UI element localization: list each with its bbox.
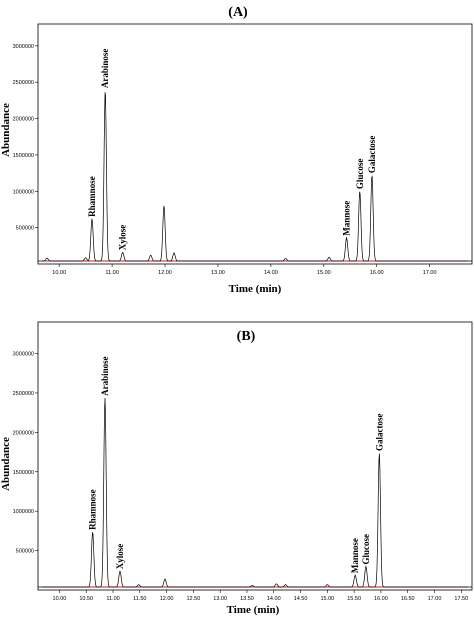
peak-label: Glucose: [361, 534, 371, 565]
chromatogram-trace: [38, 92, 472, 262]
x-tick-label: 15.00: [317, 270, 331, 276]
peak-label: Arabinose: [100, 356, 110, 396]
x-tick-label: 10.50: [79, 596, 93, 602]
y-tick-label: 1500000: [13, 470, 34, 476]
x-tick-label: 11.00: [106, 596, 119, 602]
x-tick-label: 14.00: [267, 596, 281, 602]
chromatogram-a: (A) 10.00 11.00 12.00 13.00 14.00 15.00 16.00 1…: [0, 5, 473, 295]
y-tick-label: 2500000: [13, 391, 34, 397]
axis-ticks: 10.00 11.00 12.00 13.00 14.00 15.00 16.00 17.00…: [13, 44, 437, 276]
chart-panel-b: (B) 10.00 10.50 11.00 11.50 12.00 12.50 13.00 1…: [0, 318, 474, 620]
x-tick-label: 17.00: [428, 596, 442, 602]
y-tick-label: 1500000: [13, 153, 34, 159]
panel-title: (B): [237, 329, 256, 344]
x-tick-label: 13.00: [211, 270, 225, 276]
peak-label: Xylose: [115, 544, 125, 570]
peak-label: Glucose: [355, 159, 365, 190]
x-tick-label: 16.00: [374, 596, 388, 602]
x-tick-label: 16.00: [370, 270, 384, 276]
peak-label: Galactose: [374, 414, 384, 452]
plot-frame: [37, 23, 473, 265]
panel-title: (A): [228, 5, 248, 20]
y-tick-label: 2000000: [13, 117, 34, 123]
x-tick-label: 12.00: [158, 270, 172, 276]
y-tick-label: 1000000: [13, 189, 34, 195]
peak-label: Arabinose: [100, 49, 110, 89]
chromatogram-b: (B) 10.00 10.50 11.00 11.50 12.00 12.50 13.00 1…: [0, 321, 473, 616]
x-tick-label: 10.00: [53, 596, 67, 602]
x-axis-title: Time (min): [229, 283, 282, 295]
x-tick-label: 17.00: [423, 270, 437, 276]
y-tick-label: 3000000: [13, 44, 34, 50]
peak-label: Galactose: [367, 136, 377, 174]
peak-label: Rhamnose: [87, 176, 97, 217]
x-tick-label: 15.00: [320, 596, 334, 602]
y-tick-label: 1000000: [13, 509, 34, 515]
x-tick-label: 16.50: [401, 596, 415, 602]
peak-label: Mannose: [342, 201, 352, 236]
chromatogram-trace: [38, 398, 472, 588]
x-tick-label: 10.00: [52, 270, 66, 276]
x-tick-label: 12.50: [186, 596, 200, 602]
chart-panel-a: (A) 10.00 11.00 12.00 13.00 14.00 15.00 16.00 1…: [0, 0, 474, 305]
axis-ticks: 10.00 10.50 11.00 11.50 12.00 12.50 13.00 13.50…: [13, 352, 469, 602]
peak-label: Xylose: [118, 225, 128, 251]
y-axis-title: Abundance: [0, 437, 12, 491]
x-tick-label: 13.00: [213, 596, 227, 602]
x-tick-label: 13.50: [240, 596, 254, 602]
peak-labels: Rhamnose Arabinose Xylose Mannose GlucoseGal…: [87, 49, 377, 251]
x-tick-label: 11.00: [105, 270, 118, 276]
x-tick-label: 17.50: [454, 596, 468, 602]
y-tick-label: 2000000: [13, 430, 34, 436]
x-axis-title: Time (min): [227, 604, 280, 616]
x-tick-label: 14.50: [294, 596, 308, 602]
peak-label: Mannose: [350, 538, 360, 573]
x-tick-label: 15.50: [347, 596, 361, 602]
peak-label: Rhamnose: [88, 489, 98, 530]
y-axis-title: Abundance: [0, 103, 12, 157]
y-tick-label: 500000: [16, 226, 34, 232]
y-tick-label: 2500000: [13, 80, 34, 86]
x-tick-label: 11.50: [133, 596, 146, 602]
x-tick-label: 12.00: [160, 596, 174, 602]
y-tick-label: 3000000: [13, 352, 34, 358]
y-tick-label: 500000: [16, 549, 34, 555]
plot-frame: [37, 321, 473, 591]
x-tick-label: 14.00: [264, 270, 278, 276]
